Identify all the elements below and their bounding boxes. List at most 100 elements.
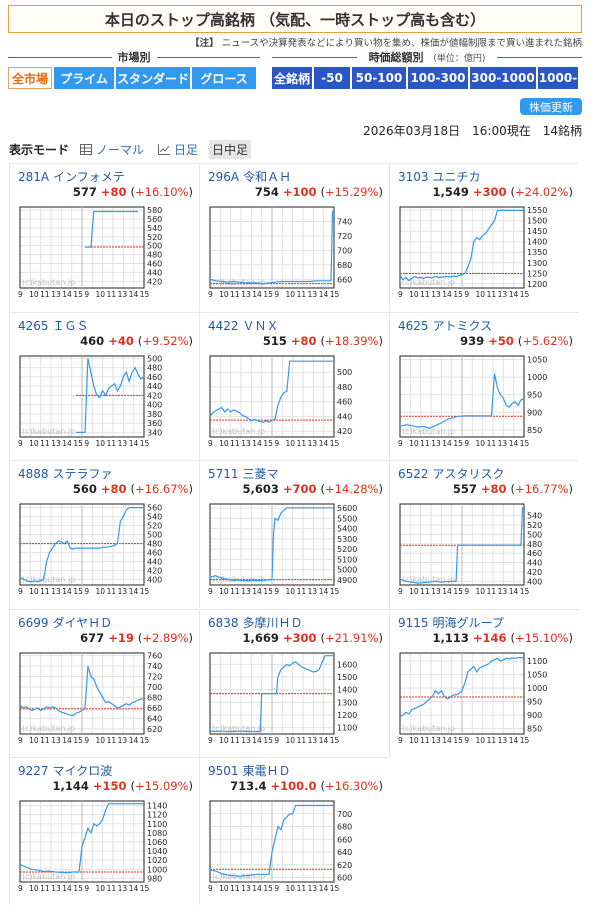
- cap-btn-under50[interactable]: -50: [314, 67, 350, 89]
- stock-price: 1,669: [242, 630, 279, 645]
- refresh-button[interactable]: 株価更新: [520, 98, 582, 115]
- stock-price-row: 1,549 +300 (+24.02%): [432, 185, 573, 199]
- x-tick-label: 9: [84, 290, 89, 299]
- cap-btn-300-1000[interactable]: 300-1000: [470, 67, 536, 89]
- y-tick-label: 400: [527, 577, 542, 586]
- x-tick-label: 15: [263, 587, 273, 596]
- stock-change: +150: [92, 779, 127, 793]
- market-btn-prime[interactable]: プライム: [54, 67, 114, 89]
- watermark: (c)kabutan.jp: [22, 575, 75, 584]
- cap-btn-over1000[interactable]: 1000-: [538, 67, 578, 89]
- stock-name-link[interactable]: 6699 ダイヤＨＤ: [18, 614, 112, 631]
- note-text: ニュースや決算発表などにより買い物を集め、株価が値幅制限まで買い進まれた銘柄: [221, 38, 582, 49]
- stock-price-row: 560 +80 (+16.67%): [73, 482, 193, 496]
- y-tick-label: 1200: [337, 711, 357, 720]
- y-tick-label: 1500: [337, 673, 357, 682]
- y-tick-label: 980: [147, 874, 162, 883]
- y-tick-label: 600: [337, 874, 352, 883]
- stock-name: ＶＮＸ: [242, 318, 279, 333]
- mode-daily[interactable]: 日足: [155, 140, 201, 159]
- x-tick-label: 15: [453, 736, 463, 745]
- y-tick-label: 900: [527, 408, 542, 417]
- market-btn-standard[interactable]: スタンダード: [116, 67, 190, 89]
- stock-pct: (+16.10%): [130, 185, 194, 199]
- stock-price-row: 1,113 +146 (+15.10%): [432, 631, 573, 645]
- x-tick-label: 10: [96, 439, 106, 448]
- x-tick-label: 9: [274, 439, 279, 448]
- stock-name: 多摩川ＨＤ: [242, 615, 303, 630]
- price-line: [19, 665, 144, 716]
- note-tag: 【注】: [190, 38, 219, 49]
- y-tick-label: 440: [527, 559, 542, 568]
- x-tick-label: 11: [107, 290, 117, 299]
- mode-intraday[interactable]: 日中足: [209, 139, 252, 159]
- market-btn-growth[interactable]: グロース: [192, 67, 256, 89]
- stock-pct: (+16.30%): [320, 779, 384, 793]
- stock-name-link[interactable]: 3103 ユニチカ: [398, 168, 481, 185]
- stock-name-link[interactable]: 5711 三菱マ: [208, 465, 279, 482]
- cap-btn-100-300[interactable]: 100-300: [408, 67, 468, 89]
- market-btn-all[interactable]: 全市場: [8, 67, 52, 89]
- stock-name-link[interactable]: 296A 令和ＡＨ: [208, 168, 291, 185]
- x-tick-label: 14: [62, 439, 72, 448]
- stock-pct: (+5.62%): [517, 333, 573, 348]
- mode-normal[interactable]: ノーマル: [77, 140, 147, 159]
- y-tick-label: 500: [527, 530, 542, 539]
- stock-name-link[interactable]: 9501 東電ＨＤ: [208, 762, 291, 779]
- watermark: (c)kabutan.jp: [402, 575, 455, 584]
- x-tick-label: 9: [274, 884, 279, 893]
- x-tick-label: 10: [409, 736, 419, 745]
- stock-code: 6522: [398, 467, 429, 481]
- x-tick-label: 10: [286, 439, 296, 448]
- cap-btn-all[interactable]: 全銘柄: [272, 67, 312, 89]
- y-tick-label: 420: [527, 568, 542, 577]
- stock-name-link[interactable]: 4625 アトミクス: [398, 317, 492, 334]
- stock-price: 515: [262, 333, 287, 348]
- y-tick-label: 480: [147, 540, 162, 549]
- x-tick-label: 14: [62, 587, 72, 596]
- price-line: [19, 506, 144, 583]
- stock-name-link[interactable]: 9227 マイクロ波: [18, 762, 112, 779]
- cap-btn-50-100[interactable]: 50-100: [352, 67, 406, 89]
- x-tick-label: 10: [286, 587, 296, 596]
- stock-name-link[interactable]: 281A インフォメテ: [18, 168, 125, 185]
- x-tick-label: 11: [420, 736, 430, 745]
- y-tick-label: 740: [337, 217, 352, 226]
- stock-pct: (+9.52%): [137, 333, 193, 348]
- watermark: (c)kabutan.jp: [212, 724, 265, 733]
- price-line: [399, 656, 524, 717]
- price-line: [399, 209, 524, 282]
- stock-name-link[interactable]: 4888 ステラファ: [18, 465, 113, 482]
- x-tick-label: 9: [464, 290, 469, 299]
- stock-name-link[interactable]: 4265 ＩＧＳ: [18, 317, 89, 334]
- stock-name-link[interactable]: 9115 明海グループ: [398, 614, 504, 631]
- x-tick-label: 11: [230, 439, 240, 448]
- stock-name-link[interactable]: 6838 多摩川ＨＤ: [208, 614, 303, 631]
- stock-name-link[interactable]: 6522 アスタリスク: [398, 465, 505, 482]
- y-tick-label: 640: [337, 848, 352, 857]
- x-tick-label: 9: [208, 884, 213, 893]
- y-tick-label: 520: [147, 522, 162, 531]
- x-tick-label: 11: [487, 587, 497, 596]
- x-tick-label: 14: [319, 884, 329, 893]
- x-tick-label: 11: [487, 736, 497, 745]
- stock-name-link[interactable]: 4422 ＶＮＸ: [208, 317, 279, 334]
- x-tick-label: 11: [40, 439, 50, 448]
- stock-card: 9501 東電ＨＤ 713.4 +100.0 (+16.30%) 600 620 640 660…: [199, 757, 389, 905]
- y-tick-label: 950: [527, 697, 542, 706]
- stock-change: +80: [290, 333, 317, 348]
